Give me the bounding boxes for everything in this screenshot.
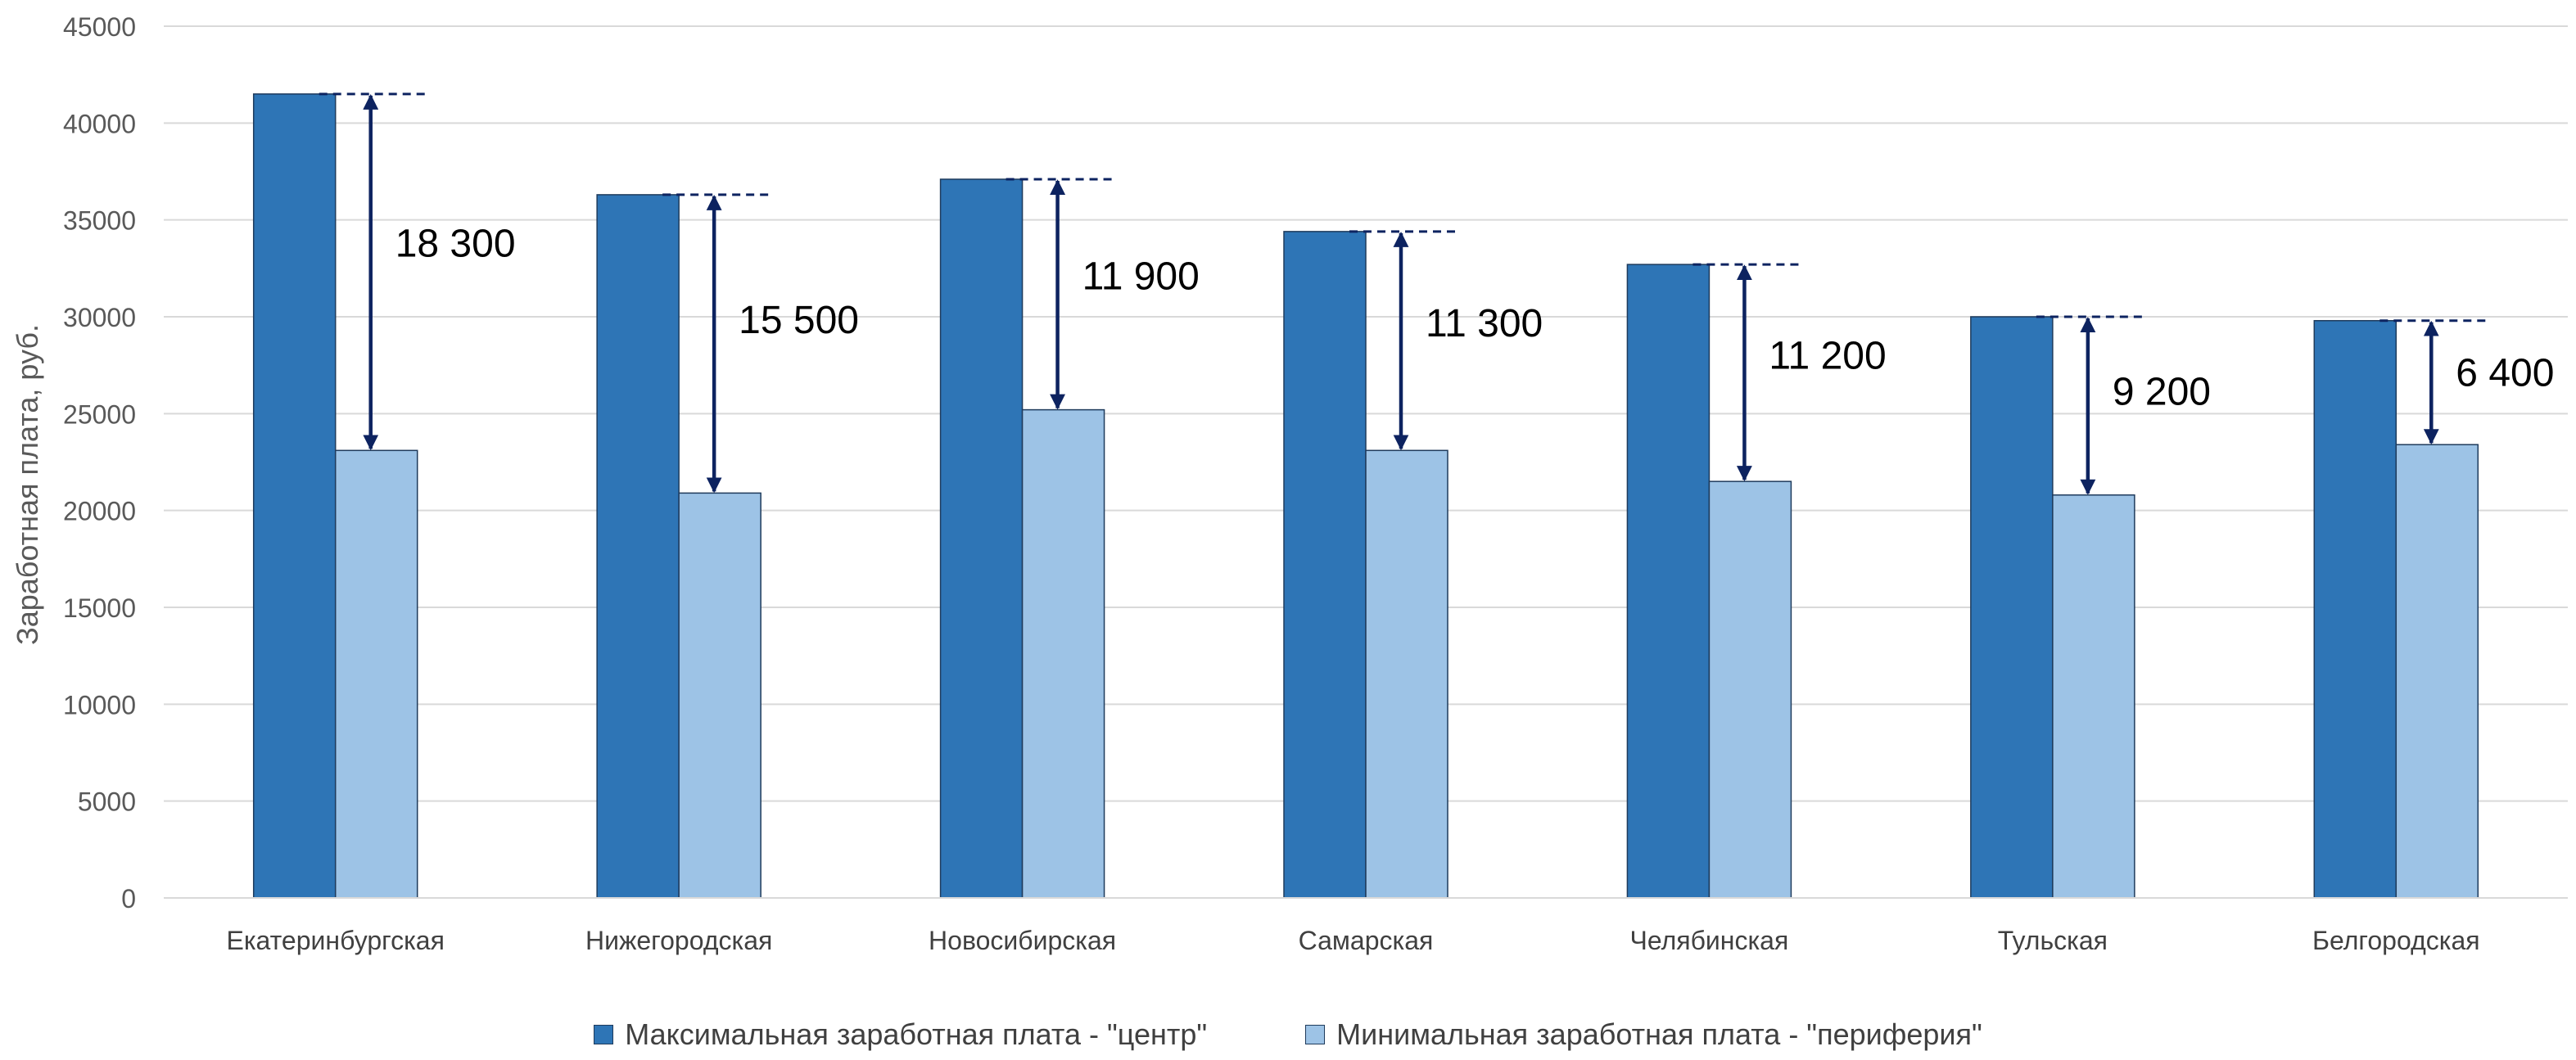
difference-label: 18 300 [395, 223, 516, 266]
x-tick-label: Нижегородская [585, 926, 772, 955]
difference-label: 9 200 [2113, 370, 2211, 413]
y-tick-label: 25000 [63, 399, 136, 429]
x-tick-label: Челябинская [1630, 926, 1789, 955]
bar-max [596, 194, 680, 899]
bar-max [252, 93, 337, 899]
legend-label-min: Минимальная заработная плата - "перифери… [1336, 1017, 1982, 1051]
difference-annotations: 18 300 15 500 11 900 11 300 11 200 9 200 6 400 [319, 92, 2554, 495]
x-tick-label: Белгородская [2312, 926, 2480, 955]
x-tick-label: Тульская [1998, 926, 2108, 955]
x-tick-label: Новосибирская [929, 926, 1116, 955]
y-axis-ticks: 0 5000 10000 15000 20000 25000 30000 35000 40000… [63, 12, 136, 913]
legend-item-min: Минимальная заработная плата - "перифери… [1305, 1017, 1982, 1052]
bar-min [2052, 494, 2135, 899]
legend-item-max: Максимальная заработная плата - "центр" [594, 1017, 1207, 1052]
bar-max [1283, 231, 1367, 899]
bar-min [2395, 444, 2479, 899]
difference-label: 6 400 [2456, 351, 2554, 395]
y-tick-label: 15000 [63, 593, 136, 623]
y-tick-label: 45000 [63, 12, 136, 42]
legend-label-max: Максимальная заработная плата - "центр" [625, 1017, 1208, 1051]
difference-label: 11 900 [1082, 255, 1200, 298]
legend-swatch-max [594, 1025, 614, 1044]
bar-max [1626, 264, 1711, 899]
y-tick-label: 5000 [78, 787, 136, 817]
x-tick-label: Екатеринбургская [226, 926, 444, 955]
bar-min [1365, 449, 1448, 899]
bar-max [2313, 319, 2397, 899]
bars [252, 93, 2479, 899]
bar-min [678, 492, 762, 899]
y-tick-label: 0 [121, 884, 136, 913]
y-tick-label: 20000 [63, 497, 136, 526]
y-axis-label: Заработная плата, руб. [11, 324, 44, 645]
bar-min [1021, 408, 1105, 899]
bar-min [334, 449, 418, 899]
bar-max [1970, 316, 2054, 899]
difference-label: 15 500 [739, 299, 859, 342]
y-tick-label: 10000 [63, 690, 136, 719]
y-tick-label: 30000 [63, 303, 136, 332]
bar-min [1708, 480, 1792, 899]
x-axis-ticks: Екатеринбургская Нижегородская Новосибирск… [226, 926, 2479, 955]
y-tick-label: 40000 [63, 109, 136, 138]
legend: Максимальная заработная плата - "центр" … [0, 1015, 2576, 1054]
legend-swatch-min [1305, 1025, 1326, 1044]
bar-max [939, 178, 1024, 899]
difference-label: 11 300 [1426, 302, 1543, 345]
y-tick-label: 35000 [63, 206, 136, 236]
difference-label: 11 200 [1769, 334, 1886, 377]
x-tick-label: Самарская [1299, 926, 1434, 955]
